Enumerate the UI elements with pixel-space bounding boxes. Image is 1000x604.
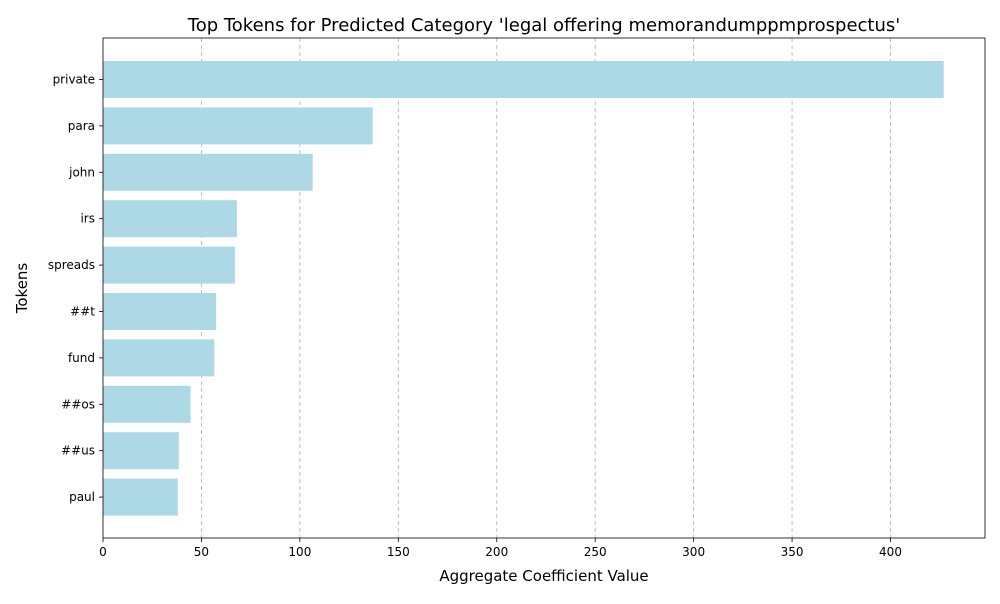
x-tick-label: 300 bbox=[682, 545, 705, 559]
y-tick-label: ##os bbox=[61, 397, 95, 411]
y-tick-label: john bbox=[68, 165, 95, 179]
y-tick-label: para bbox=[68, 119, 95, 133]
x-tick-label: 250 bbox=[584, 545, 607, 559]
bar-t bbox=[103, 293, 217, 330]
y-tick-label: paul bbox=[69, 490, 95, 504]
x-tick-label: 100 bbox=[288, 545, 311, 559]
bar-paul bbox=[103, 478, 178, 516]
bar-john bbox=[103, 153, 313, 191]
y-tick-label: ##us bbox=[61, 444, 95, 458]
bar-para bbox=[103, 107, 373, 145]
bar-os bbox=[103, 385, 191, 423]
y-tick-label: private bbox=[53, 73, 95, 87]
bar-us bbox=[103, 432, 179, 470]
y-tick-label: fund bbox=[68, 351, 95, 365]
x-tick-label: 350 bbox=[781, 545, 804, 559]
y-tick-label: irs bbox=[80, 212, 95, 226]
x-tick-label: 400 bbox=[879, 545, 902, 559]
bar-irs bbox=[103, 200, 237, 238]
chart-title: Top Tokens for Predicted Category 'legal… bbox=[187, 15, 900, 36]
bar-spreads bbox=[103, 246, 235, 284]
bars bbox=[103, 61, 944, 516]
x-axis-label: Aggregate Coefficient Value bbox=[439, 567, 648, 585]
y-tick-label: spreads bbox=[48, 258, 95, 272]
plot-frame bbox=[102, 37, 986, 539]
bar-private bbox=[103, 61, 944, 98]
x-tick-label: 0 bbox=[99, 545, 107, 559]
x-tick-label: 150 bbox=[387, 545, 410, 559]
y-axis-ticks: private para john irs spreads ##t fund ##os ##us… bbox=[48, 73, 103, 504]
x-tick-label: 200 bbox=[485, 545, 508, 559]
y-axis-label: Tokens bbox=[13, 263, 31, 315]
x-axis-ticks: 0 50 100 150 200 250 300 350 400 bbox=[99, 538, 902, 559]
x-tick-label: 50 bbox=[194, 545, 209, 559]
grid-lines bbox=[201, 38, 891, 538]
bar-fund bbox=[103, 339, 215, 377]
y-tick-label: ##t bbox=[70, 305, 95, 319]
